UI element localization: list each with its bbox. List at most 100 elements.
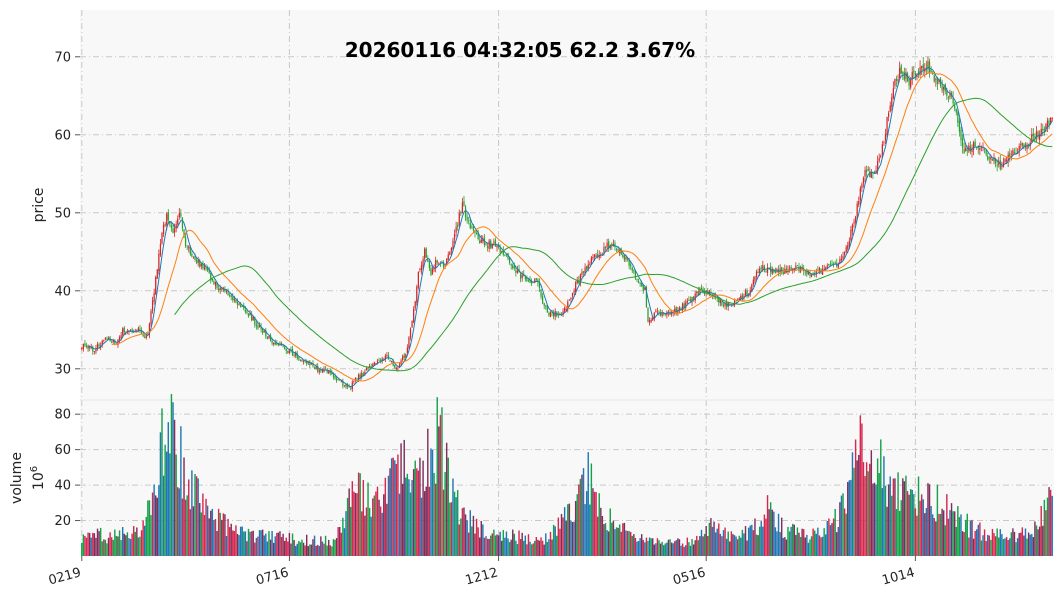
candle-body (328, 371, 330, 374)
candle-body (681, 303, 684, 311)
candle-body (488, 240, 490, 249)
candle-body (175, 224, 177, 229)
candle (534, 277, 536, 284)
candle-body (367, 368, 369, 369)
volume-bar (987, 534, 989, 556)
candle-body (606, 242, 608, 248)
candle (755, 269, 758, 281)
candle (419, 267, 421, 273)
volume-bar (831, 523, 833, 556)
candle-body (617, 249, 619, 252)
candle-body (240, 305, 242, 308)
candle-body (1027, 144, 1030, 145)
candle (490, 238, 492, 250)
volume-bar (263, 535, 265, 556)
volume-bar (658, 540, 660, 556)
candle-body (590, 257, 593, 264)
volume-bar (953, 511, 956, 556)
volume-bar (521, 532, 523, 556)
volume-bar (801, 528, 803, 556)
candle (771, 266, 773, 276)
candle-body (133, 331, 135, 333)
volume-bar (232, 530, 234, 556)
candle-body (1012, 150, 1014, 156)
candle-body (458, 213, 460, 226)
candle-body (417, 271, 419, 288)
volume-bar (516, 544, 519, 556)
candle (1012, 147, 1014, 156)
candle-body (913, 70, 915, 73)
chart-title: 20260116 04:32:05 62.2 3.67% (345, 38, 695, 62)
candle-body (526, 277, 528, 281)
volume-bar (158, 485, 160, 556)
candle (645, 285, 648, 308)
candle (510, 263, 512, 270)
candle (653, 312, 655, 322)
price-tick-label-4: 70 (54, 50, 71, 65)
candle-body (586, 266, 588, 269)
candle-body (419, 268, 421, 270)
volume-bar (977, 524, 979, 556)
volume-bar (705, 526, 707, 556)
volume-bar (368, 507, 371, 556)
volume-bar (184, 499, 187, 556)
volume-bar (902, 478, 904, 556)
volume-bar (683, 546, 685, 556)
volume-bar (620, 531, 622, 556)
volume-bar (678, 539, 681, 556)
candle (84, 340, 86, 347)
candle-body (858, 200, 860, 205)
volume-bar (296, 543, 298, 556)
volume-bar (614, 529, 616, 556)
candle-body (530, 282, 533, 284)
volume-bar (202, 493, 204, 556)
volume-bar (474, 533, 476, 556)
volume-bar (798, 532, 800, 556)
candle (164, 222, 166, 227)
candle-body (540, 289, 542, 297)
candle-body (285, 348, 287, 351)
candle-body (337, 379, 339, 381)
volume-bar (958, 517, 961, 556)
volume-bar (551, 539, 553, 556)
candle-body (535, 278, 537, 280)
candle-body (861, 184, 863, 189)
volume-bar (197, 478, 199, 556)
candle-body (867, 169, 869, 171)
volume-bar (573, 521, 575, 556)
candle-body (98, 344, 100, 347)
candle-body (965, 147, 967, 152)
volume-bar (826, 520, 829, 556)
volume-bar (924, 513, 926, 556)
candle-body (597, 254, 599, 257)
candle-body (469, 222, 471, 229)
volume-bar (587, 452, 589, 556)
volume-bar (372, 498, 374, 556)
volume-bar (655, 543, 657, 556)
candle (504, 254, 506, 257)
candle-body (244, 309, 246, 312)
volume-bar (92, 532, 94, 556)
candle (648, 317, 651, 326)
candle (825, 266, 827, 271)
candle-body (718, 297, 720, 303)
candle (317, 362, 319, 374)
volume-bar (466, 520, 468, 556)
volume-bar (485, 536, 487, 556)
candle (471, 224, 473, 229)
candle-body (567, 301, 569, 310)
volume-bar (384, 477, 387, 556)
candle-body (641, 283, 643, 287)
volume-bar (438, 426, 440, 556)
volume-bar (769, 502, 772, 556)
candle (815, 268, 817, 278)
volume-bar (990, 539, 992, 556)
candle-body (315, 366, 317, 370)
candle (343, 384, 346, 388)
candle-body (402, 356, 404, 360)
volume-bar (738, 535, 740, 556)
candle-body (776, 268, 778, 272)
volume-bar (1038, 526, 1041, 556)
volume-bar (955, 526, 957, 556)
volume-bar (298, 541, 300, 556)
